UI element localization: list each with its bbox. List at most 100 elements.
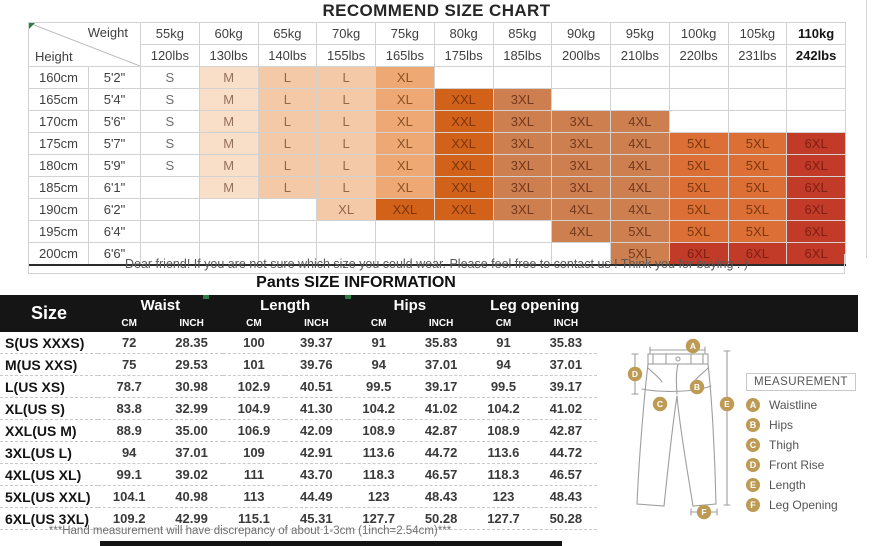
info-value-cell: 39.76 [285, 353, 348, 376]
size-cell: XL [375, 110, 435, 133]
info-size-label: 4XL(US XL) [0, 463, 98, 486]
info-value-cell: 50.28 [409, 507, 473, 530]
right-edge-line [866, 0, 867, 258]
green-artifact-tick [345, 295, 351, 299]
size-cell [492, 242, 553, 266]
size-chart-table: Weight Height 55kg 60kg 65kg 70kg 75kg 80kg 85kg… [28, 22, 846, 266]
info-value-cell: 123 [472, 485, 535, 508]
legend-badge-b-icon: B [746, 418, 760, 432]
info-value-cell: 41.02 [409, 397, 473, 420]
info-value-cell: 29.53 [160, 353, 223, 376]
size-cell [198, 220, 259, 243]
info-value-cell: 94 [472, 353, 535, 376]
info-value-cell: 41.30 [285, 397, 348, 420]
info-size-label: M(US XXS) [0, 353, 98, 376]
info-value-cell: 42.99 [160, 507, 223, 530]
size-cell [140, 176, 200, 199]
info-value-cell: 28.35 [160, 332, 223, 354]
size-cell [316, 242, 376, 266]
info-row: S(US XXXS) 72 28.35 100 39.37 91 35.83 91 35.83 [0, 332, 598, 354]
corner-weight-label: Weight [87, 25, 128, 40]
info-row: 6XL(US 3XL) 109.2 42.99 115.1 45.31 127.7 50.2… [0, 507, 598, 530]
info-value-cell: 43.70 [285, 463, 348, 486]
height-ft-label: 5'6" [88, 110, 141, 133]
size-cell [727, 66, 788, 89]
size-cell [375, 242, 435, 266]
measure-badge-a: A [685, 338, 701, 354]
size-cell [316, 220, 376, 243]
info-value-cell: 113 [222, 485, 286, 508]
chart-row: 165cm 5'4" S M L L XL XXL 3XL [28, 88, 846, 111]
legend-badge-e-icon: E [746, 478, 760, 492]
info-value-cell: 83.8 [98, 397, 161, 420]
legend-item-label: Waistline [769, 398, 818, 412]
legend-item-label: Front Rise [769, 458, 825, 472]
height-cm-label: 160cm [28, 66, 89, 89]
weight-header-lbs: 210lbs [610, 44, 670, 67]
legend-item: B Hips [746, 415, 873, 435]
size-cell: 6XL [786, 198, 846, 221]
weight-header-lbs: 175lbs [433, 44, 494, 67]
info-value-cell: 37.01 [160, 441, 223, 464]
info-value-cell: 37.01 [534, 353, 598, 376]
size-cell: XL [316, 198, 376, 221]
measure-badge-c: C [652, 396, 668, 412]
weight-header-kg: 70kg [316, 22, 376, 45]
size-cell: L [257, 154, 318, 177]
info-value-cell: 30.98 [160, 375, 223, 398]
legend-item: E Length [746, 475, 873, 495]
size-cell: M [198, 110, 259, 133]
chart-row: 170cm 5'6" S M L L XL XXL 3XL 3XL 4XL [28, 110, 846, 133]
svg-text:F: F [701, 507, 706, 517]
pants-info-title: Pants SIZE INFORMATION [256, 274, 456, 291]
size-cell: 5XL [610, 220, 670, 243]
measurement-footnote: ***Hand measurement will have discrepanc… [48, 525, 452, 537]
info-row: 3XL(US L) 94 37.01 109 42.91 113.6 44.72 113.6 4… [0, 441, 598, 464]
size-cell: 4XL [610, 198, 670, 221]
unit-header-inch: INCH [553, 318, 579, 330]
size-cell [140, 198, 200, 221]
size-cell [551, 66, 611, 89]
info-value-cell: 75 [98, 353, 161, 376]
info-value-cell: 32.99 [160, 397, 223, 420]
info-body: S(US XXXS) 72 28.35 100 39.37 91 35.83 91 35.83 M… [0, 332, 598, 530]
weight-header-kg: 80kg [433, 22, 494, 45]
size-cell: XXL [433, 110, 494, 133]
size-cell: XXL [433, 132, 494, 155]
weight-header-kg: 85kg [492, 22, 553, 45]
chart-body: 160cm 5'2" S M L L XL 165cm 5'4" S M L L XL XXL 3XL 170c… [28, 66, 846, 266]
size-cell [492, 66, 553, 89]
weight-header-kg: 55kg [140, 22, 200, 45]
info-value-cell: 42.09 [285, 419, 348, 442]
size-cell: XL [375, 132, 435, 155]
chart-row: 185cm 6'1" M L L XL XXL 3XL 3XL 4XL 5XL 5XL 6XL [28, 176, 846, 199]
svg-text:E: E [724, 399, 730, 409]
size-cell: S [140, 88, 200, 111]
info-value-cell: 104.2 [472, 397, 535, 420]
info-row: M(US XXS) 75 29.53 101 39.76 94 37.01 94 37.01 [0, 353, 598, 376]
size-cell: 5XL [668, 198, 729, 221]
size-cell: XL [375, 176, 435, 199]
svg-text:B: B [694, 382, 700, 392]
size-cell: 6XL [727, 242, 788, 266]
chart-row: 180cm 5'9" S M L L XL XXL 3XL 3XL 4XL 5XL 5XL 6XL [28, 154, 846, 177]
size-cell [786, 110, 846, 133]
size-cell: 3XL [551, 132, 611, 155]
legend-badge-d-icon: D [746, 458, 760, 472]
size-cell: 3XL [492, 154, 553, 177]
group-header: Hips [393, 296, 427, 314]
height-ft-label: 5'7" [88, 132, 141, 155]
info-value-cell: 127.7 [347, 507, 410, 530]
info-value-cell: 99.1 [98, 463, 161, 486]
weight-header-lbs: 220lbs [668, 44, 729, 67]
svg-text:C: C [657, 399, 663, 409]
size-cell [668, 66, 729, 89]
info-value-cell: 88.9 [98, 419, 161, 442]
size-cell: XL [375, 154, 435, 177]
info-value-cell: 50.28 [534, 507, 598, 530]
legend-badge-a-icon: A [746, 398, 760, 412]
green-artifact-corner [29, 23, 35, 29]
height-cm-label: 185cm [28, 176, 89, 199]
info-value-cell: 35.00 [160, 419, 223, 442]
